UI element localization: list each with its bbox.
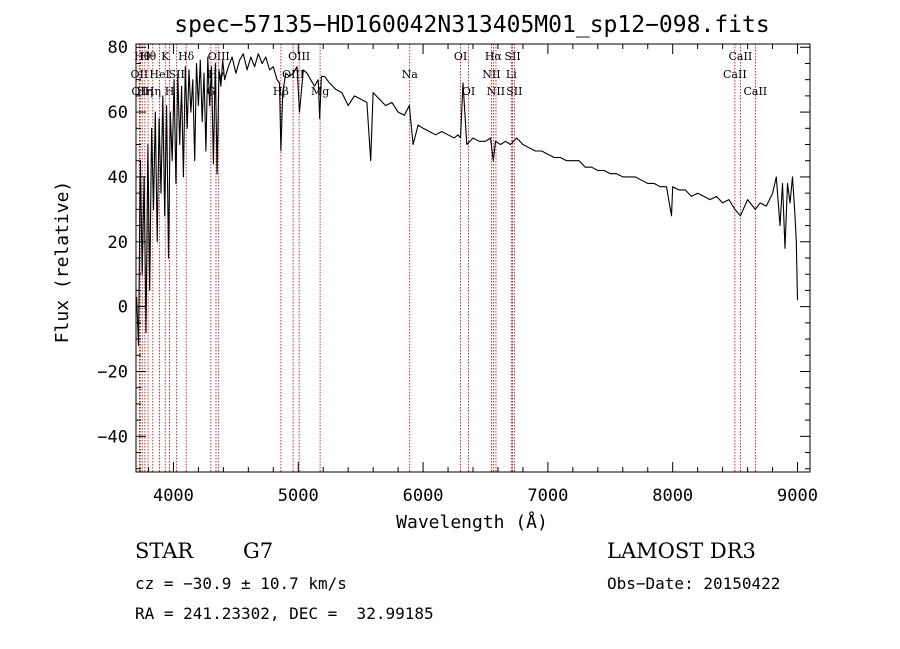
x-axis: 4000 5000 6000 7000 8000 9000 <box>147 44 818 506</box>
line-label-13: OIII <box>208 50 230 63</box>
line-label-29: CaII <box>743 85 767 98</box>
line-label-8: H <box>165 85 175 98</box>
coordinates: RA = 241.23302, DEC = 32.99185 <box>135 604 434 623</box>
line-label-15: OIII <box>282 68 304 81</box>
plot-frame <box>135 43 811 473</box>
line-label-21: NII <box>482 68 500 81</box>
line-label-4: Hθ <box>140 50 157 63</box>
spectrum-series <box>136 53 799 347</box>
y-tick-label: −40 <box>97 427 128 447</box>
y-tick-label: 0 <box>118 298 128 318</box>
line-label-18: Na <box>402 68 419 81</box>
line-label-6: HeI <box>149 68 169 81</box>
line-label-27: CaII <box>723 68 747 81</box>
x-tick-label: 6000 <box>403 486 444 506</box>
line-label-7: K <box>161 50 170 63</box>
x-tick-label: 8000 <box>652 486 693 506</box>
line-label-0: OII <box>131 68 149 81</box>
y-tick-label: −20 <box>97 362 128 382</box>
redshift-readout: cz = −30.9 ± 10.7 km/s <box>135 574 347 593</box>
line-label-19: OI <box>454 50 467 63</box>
line-label-20: OI <box>462 85 475 98</box>
line-label-2: Hθ <box>134 50 151 63</box>
survey-name: LAMOST DR3 <box>607 539 756 563</box>
obs-date: Obs−Date: 20150422 <box>607 574 781 593</box>
line-label-11: G <box>206 85 215 98</box>
object-class: STAR <box>135 539 194 563</box>
x-tick-label: 9000 <box>777 486 818 506</box>
line-label-26: SII <box>506 85 522 98</box>
spectral-line-labels: OIIOIIHθHηHθHηHeIKHSIIHδGHγOIIIHβOIIIOII… <box>131 50 768 98</box>
line-label-25: SII <box>504 50 520 63</box>
line-label-22: Hα <box>485 50 503 63</box>
line-label-9: SII <box>169 68 185 81</box>
x-tick-label: 4000 <box>153 486 194 506</box>
y-tick-label: 20 <box>108 233 128 253</box>
spectral-line-markers <box>138 44 756 472</box>
line-label-16: OIII <box>288 50 310 63</box>
line-label-28: CaII <box>729 50 753 63</box>
y-axis: −40 −20 0 20 40 60 80 <box>97 38 810 470</box>
line-label-17: Mg <box>311 85 329 98</box>
y-tick-label: 40 <box>108 168 128 188</box>
object-subclass: G7 <box>243 539 274 563</box>
x-tick-label: 7000 <box>527 486 568 506</box>
line-label-24: Li <box>506 68 517 81</box>
y-tick-label: 60 <box>108 103 128 123</box>
line-label-10: Hδ <box>178 50 195 63</box>
line-label-3: Hη <box>137 85 153 98</box>
y-axis-label: Flux (relative) <box>52 181 73 344</box>
line-label-23: NII <box>487 85 505 98</box>
line-label-5: Hη <box>145 85 161 98</box>
x-axis-label: Wavelength (Å) <box>396 511 548 533</box>
line-label-14: Hβ <box>273 85 289 98</box>
chart-title: spec−57135−HD160042N313405M01_sp12−098.f… <box>174 12 769 38</box>
x-tick-label: 5000 <box>278 486 319 506</box>
y-tick-label: 80 <box>108 38 128 58</box>
